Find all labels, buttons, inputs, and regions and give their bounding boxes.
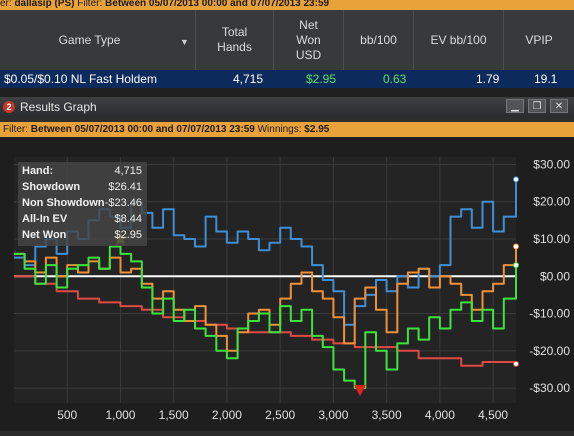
summary-value: $8.44 (114, 213, 142, 225)
cell-game-type: $0.05/$0.10 NL Fast Holdem (4, 72, 157, 86)
triangle-marker-icon (354, 385, 367, 397)
x-tick-label: 4,000 (425, 408, 455, 422)
results-graph-area: 500 1,000 1,500 2,000 2,500 3,000 3,500 4,000 4,… (0, 137, 574, 431)
table-header: Game Type ▼ Total Hands Net Won USD bb/1… (0, 10, 574, 71)
results-chart: 500 1,000 1,500 2,000 2,500 3,000 3,500 4,000 4,… (14, 157, 570, 422)
summary-row: All-In EV $8.44 (22, 213, 142, 227)
close-button[interactable]: ✕ (550, 99, 568, 113)
cell-total-hands: 4,715 (233, 72, 264, 86)
column-header-label: Total Hands (217, 25, 252, 54)
summary-label: All-In EV (22, 213, 68, 225)
x-tick-label: 2,500 (265, 408, 295, 422)
column-header-bb100[interactable]: bb/100 (344, 10, 414, 70)
results-graph-titlebar: 2 Results Graph ▁ ❐ ✕ (0, 97, 574, 117)
x-tick-label: 1,000 (105, 408, 135, 422)
column-header-game-type[interactable]: Game Type (0, 10, 196, 70)
summary-value: 4,715 (114, 165, 142, 177)
x-tick-label: 1,500 (159, 408, 189, 422)
column-header-label: VPIP (525, 32, 553, 47)
series-endpoint-net-won (513, 262, 519, 269)
y-tick-label: $30.00 (533, 157, 570, 171)
summary-row: Net Won $2.95 (22, 229, 142, 243)
table-row[interactable]: $0.05/$0.10 NL Fast Holdem 4,715 $2.95 0… (0, 70, 574, 88)
y-tick-label: $10.00 (533, 232, 570, 246)
graph-filter-label: Filter: (3, 124, 28, 135)
summary-row: Non Showdown -$23.46 (22, 197, 142, 211)
summary-label: Hand: (22, 165, 54, 177)
column-header-label: Net Won USD (295, 17, 322, 62)
column-header-vpip[interactable]: VPIP (504, 10, 574, 70)
cell-ev-bb100: 1.79 (476, 72, 500, 86)
window-title: Results Graph (20, 100, 97, 114)
restore-button[interactable]: ❐ (528, 99, 546, 113)
column-header-label: bb/100 (360, 32, 397, 47)
y-tick-label: $20.00 (533, 195, 570, 209)
top-filter-bar: er: dallasip (PS) Filter: Between 05/07/… (0, 0, 574, 10)
filter-label: Filter: (77, 0, 103, 9)
cell-bb100: 0.63 (383, 72, 407, 86)
cell-net-won: $2.95 (306, 72, 337, 86)
graph-filter-bar: Filter: Between 05/07/2013 00:00 and 07/… (0, 122, 574, 137)
filter-range: Between 05/07/2013 00:00 and 07/07/2013 … (105, 0, 330, 9)
series-endpoint-all-in-ev (513, 243, 519, 250)
summary-row: Hand: 4,715 (22, 165, 142, 179)
summary-value: $2.95 (114, 229, 142, 241)
x-tick-label: 500 (57, 408, 77, 422)
summary-label: Showdown (22, 181, 81, 193)
series-line-net-won (14, 245, 517, 390)
summary-value: $26.41 (108, 181, 142, 193)
column-header-label: Game Type (58, 32, 121, 47)
graph-filter-range: Between 05/07/2013 00:00 and 07/07/2013 … (30, 124, 255, 135)
x-tick-label: 2,000 (212, 408, 242, 422)
column-header-net-won[interactable]: Net Won USD (274, 10, 344, 70)
player-name: dallasip (PS) (14, 0, 75, 9)
column-header-label: EV bb/100 (430, 32, 487, 47)
x-tick-label: 3,000 (318, 408, 348, 422)
panel-gap (0, 88, 574, 97)
winnings-value: $2.95 (304, 124, 330, 135)
filter-prefix: er: (0, 0, 12, 9)
y-tick-label: -$20.00 (529, 344, 570, 358)
winnings-label: Winnings: (257, 124, 302, 135)
cell-vpip: 19.1 (534, 72, 558, 86)
column-header-total-hands[interactable]: Total Hands (196, 10, 274, 70)
chevron-down-icon[interactable]: ▼ (180, 37, 189, 47)
y-tick-label: -$30.00 (529, 381, 570, 395)
summary-row: Showdown $26.41 (22, 181, 142, 195)
summary-value: -$23.46 (104, 197, 142, 209)
series-endpoint-non-showdown (513, 360, 519, 367)
series-endpoint-showdown (513, 176, 519, 183)
minimize-button[interactable]: ▁ (506, 99, 524, 113)
summary-overlay: Hand: 4,715 Showdown $26.41 Non Showdown… (18, 162, 147, 246)
summary-label: Net Won (22, 229, 67, 241)
column-header-ev-bb100[interactable]: EV bb/100 (414, 10, 504, 70)
x-tick-label: 3,500 (372, 408, 402, 422)
summary-label: Non Showdown (22, 197, 105, 209)
x-tick-label: 4,500 (478, 408, 508, 422)
y-tick-label: -$10.00 (529, 307, 570, 321)
window-number-badge: 2 (3, 101, 15, 113)
y-tick-label: $0.00 (540, 269, 570, 283)
titlebar-spacer (0, 117, 574, 122)
